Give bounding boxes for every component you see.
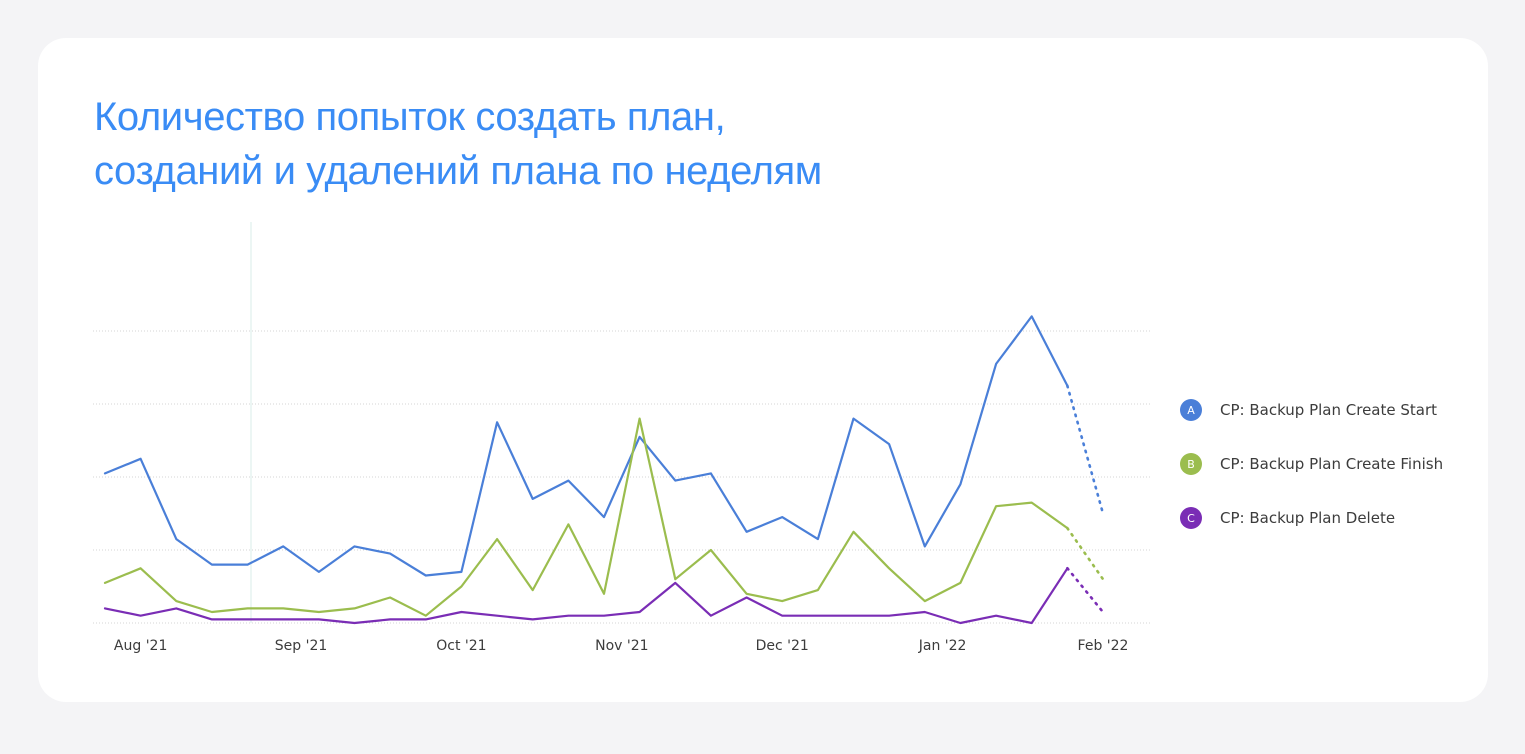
legend-badge: A <box>1180 399 1202 421</box>
x-tick-label: Nov '21 <box>595 638 648 654</box>
x-tick-label: Sep '21 <box>275 638 328 654</box>
series-line-c[interactable] <box>103 567 1069 625</box>
x-tick-label: Oct '21 <box>436 638 486 654</box>
x-tick-label: Dec '21 <box>756 638 809 654</box>
series-line-c-incomplete <box>1066 566 1105 614</box>
x-tick-label: Aug '21 <box>114 638 167 654</box>
legend-label: CP: Backup Plan Delete <box>1220 509 1396 527</box>
x-axis-tick-labels: Aug '21 Sep '21 Oct '21 Nov '21 Dec '21 Jan '… <box>114 638 1129 654</box>
legend-item-a[interactable]: A CP: Backup Plan Create Start <box>1180 383 1443 437</box>
series-lines <box>103 315 1105 625</box>
series-line-b-incomplete <box>1066 526 1105 581</box>
legend-label: CP: Backup Plan Create Start <box>1220 401 1438 419</box>
line-chart: Aug '21 Sep '21 Oct '21 Nov '21 Dec '21 Jan '… <box>93 222 1150 654</box>
legend-badge: B <box>1180 453 1202 475</box>
legend-item-c[interactable]: C CP: Backup Plan Delete <box>1180 491 1443 545</box>
chart-title-line-2: созданий и удалений плана по неделям <box>94 149 822 193</box>
series-line-a[interactable] <box>103 315 1069 577</box>
x-tick-label: Jan '22 <box>918 638 967 654</box>
legend-badge: C <box>1180 507 1202 529</box>
x-tick-label: Feb '22 <box>1078 638 1129 654</box>
legend-label: CP: Backup Plan Create Finish <box>1220 455 1444 473</box>
chart-title-line-1: Количество попыток создать план, <box>94 95 726 139</box>
chart-title: Количество попыток создать план, создани… <box>94 90 994 198</box>
legend-item-b[interactable]: B CP: Backup Plan Create Finish <box>1180 437 1443 491</box>
chart-card: Количество попыток создать план, создани… <box>38 38 1488 702</box>
chart-legend: A CP: Backup Plan Create Start B CP: Backup… <box>1180 383 1443 545</box>
series-line-a-incomplete <box>1066 384 1105 515</box>
series-line-b[interactable] <box>103 417 1069 617</box>
